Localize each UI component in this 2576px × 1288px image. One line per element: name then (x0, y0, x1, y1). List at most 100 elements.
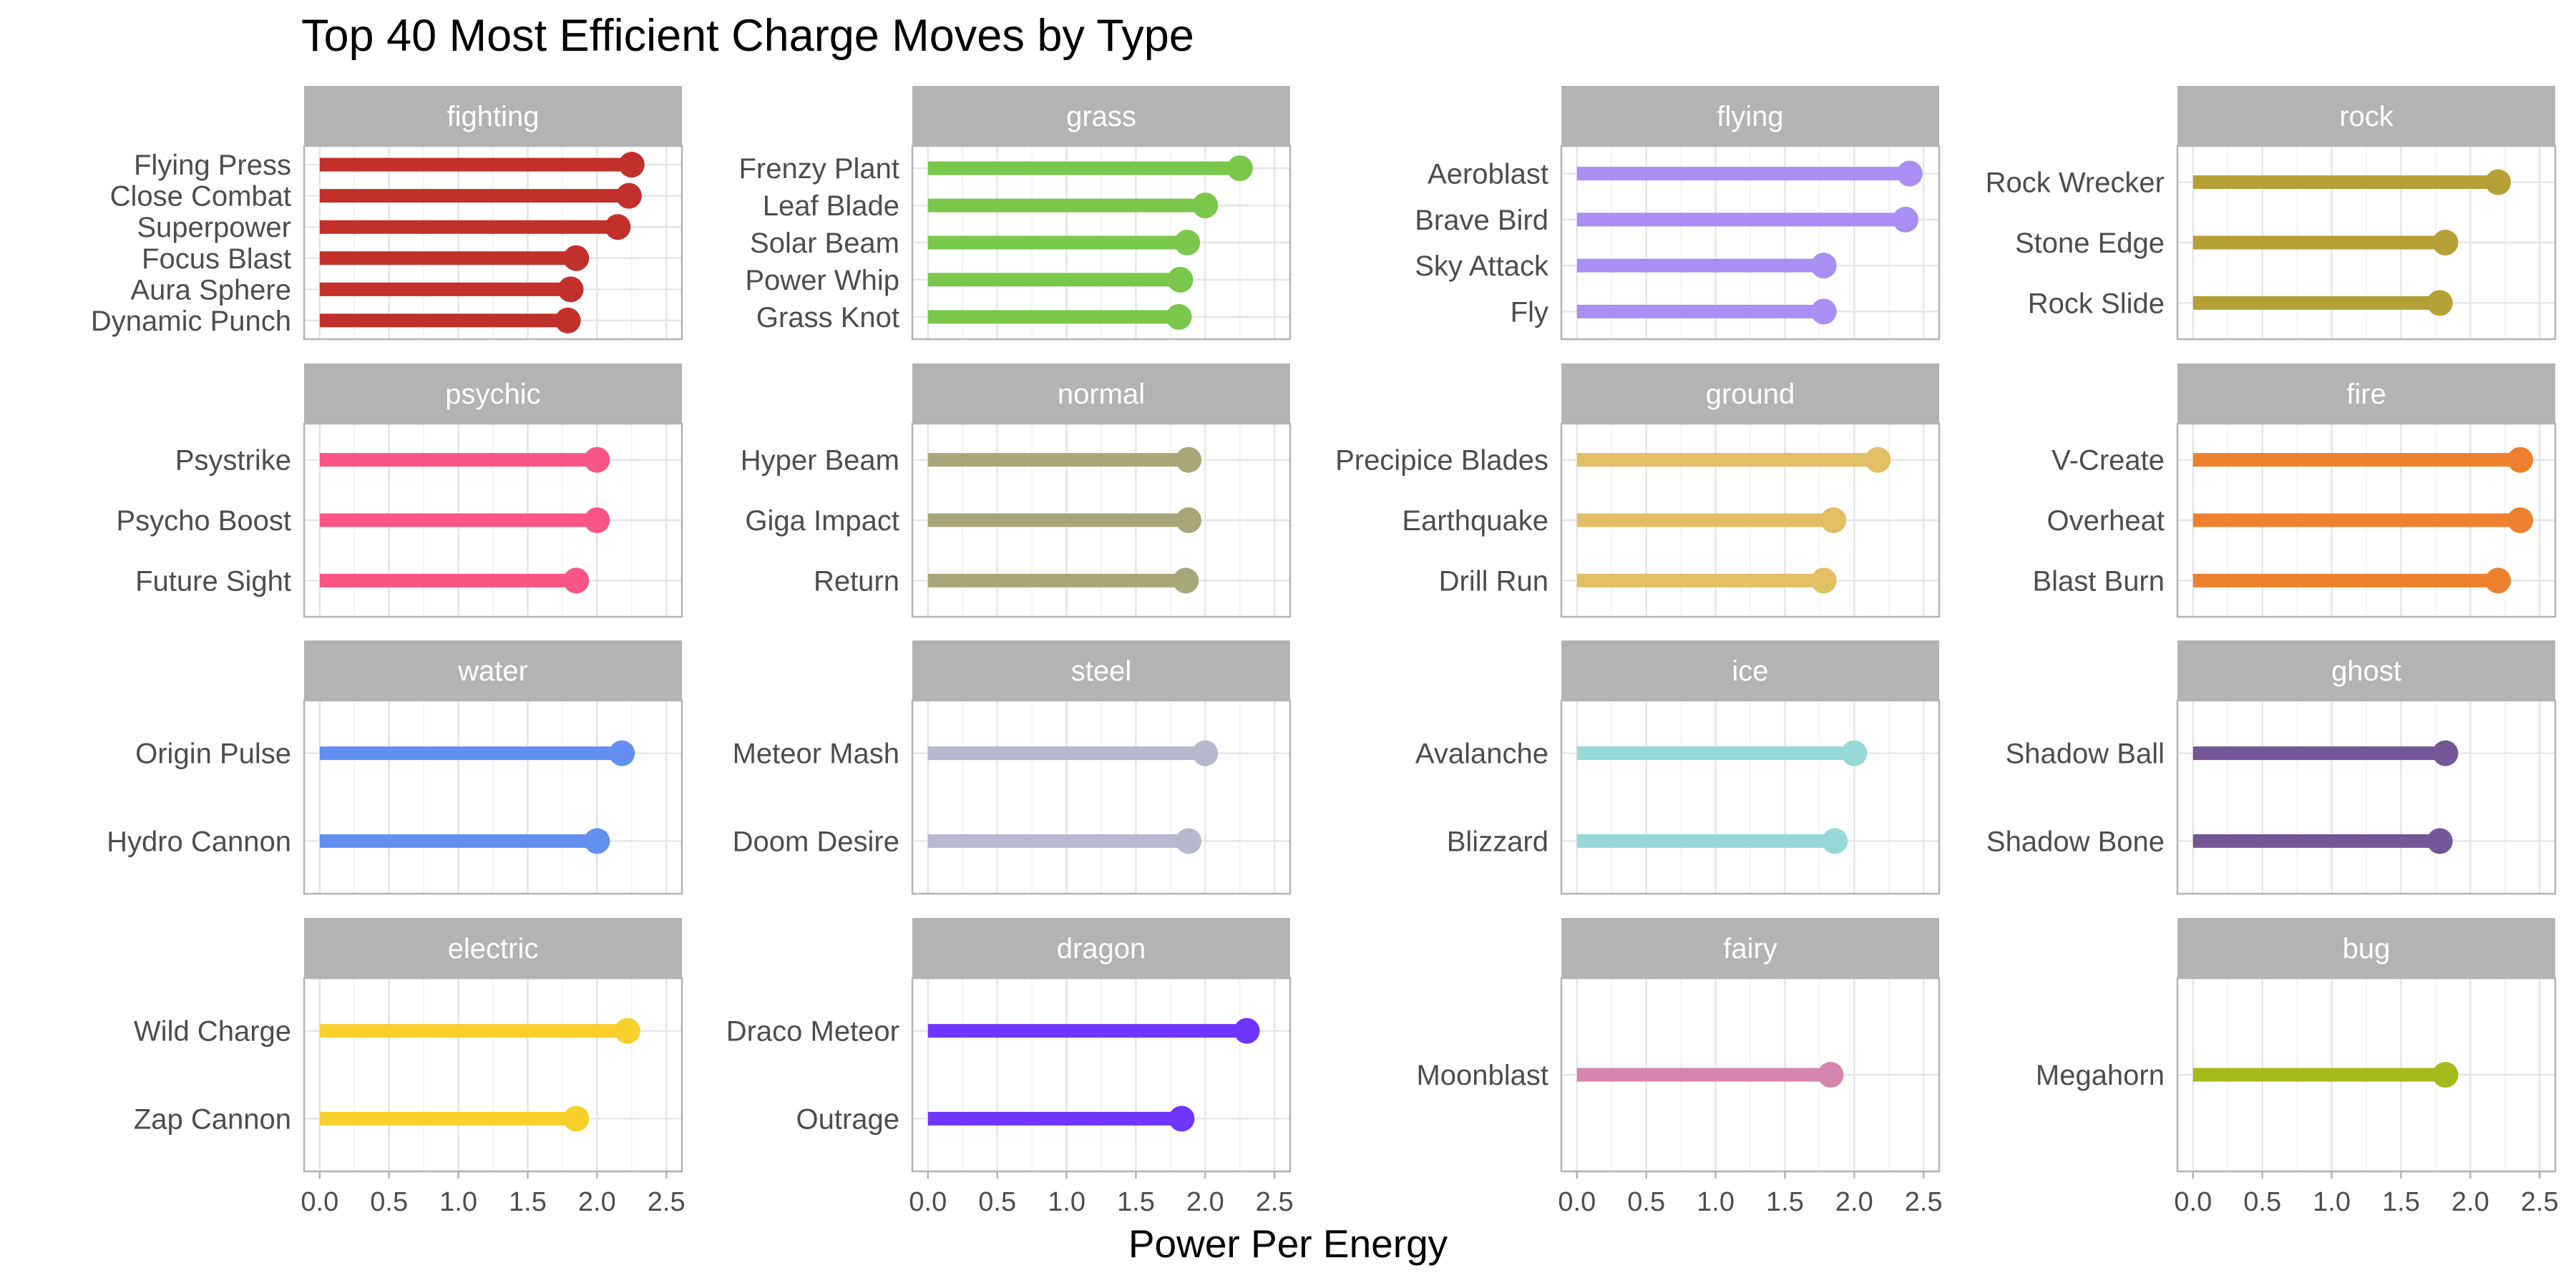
lollipop-point (563, 567, 590, 594)
move-label: Leaf Blade (763, 190, 899, 222)
facet-strip (912, 86, 1290, 146)
facet-strip-label: grass (1066, 101, 1136, 132)
facet-strip (912, 364, 1290, 424)
move-label: Origin Pulse (135, 738, 291, 770)
facet-panel-water: water Origin Pulse Hydro Cannon (107, 640, 683, 895)
move-label: Blizzard (1447, 826, 1548, 857)
move-label: Precipice Blades (1335, 445, 1548, 477)
move-label: Meteor Mash (733, 738, 899, 770)
facet-strip (2177, 918, 2555, 978)
panel-border (2176, 422, 2557, 618)
move-label: V-Create (2051, 445, 2165, 477)
facet-panel-electric: electric Wild Charge Zap Cannon 0.0 0.5 1.0 1.… (134, 918, 686, 1217)
panel-border (1560, 699, 1941, 895)
lollipop-point (1234, 1018, 1260, 1044)
panel-border (2176, 977, 2557, 1173)
lollipop-point (2507, 507, 2534, 533)
move-label: Hyper Beam (741, 445, 899, 477)
facet-strip (1561, 640, 1939, 701)
panel-border (2176, 145, 2557, 341)
move-label: Future Sight (135, 565, 291, 597)
facet-panel-normal: normal Hyper Beam Giga Impact Return (741, 364, 1292, 618)
x-tick-label: 2.5 (648, 1187, 686, 1217)
move-label: Drill Run (1439, 565, 1548, 597)
move-label: Giga Impact (745, 505, 899, 537)
lollipop-point (1865, 447, 1891, 473)
move-label: Shadow Bone (1986, 826, 2165, 857)
x-tick-label: 2.0 (1186, 1187, 1224, 1217)
lollipop-point (1810, 253, 1837, 279)
move-label: Earthquake (1402, 505, 1548, 537)
facet-strip (912, 918, 1290, 978)
lollipop-point (1841, 740, 1868, 766)
facet-strip (1561, 364, 1939, 424)
x-tick-label: 1.5 (2382, 1187, 2420, 1217)
facet-strip-label: fire (2346, 379, 2386, 410)
lollipop-point (555, 307, 581, 333)
move-label: Close Combat (110, 181, 291, 213)
move-label: Flying Press (134, 150, 291, 181)
move-label: Return (814, 565, 899, 597)
lollipop-point (1176, 828, 1202, 854)
lollipop-point (1192, 192, 1219, 219)
facet-strip-label: steel (1071, 655, 1132, 687)
facet-panel-fire: fire V-Create Overheat Blast Burn (2032, 364, 2557, 618)
x-axis-label: Power Per Energy (1128, 1221, 1448, 1266)
panel-border (911, 699, 1292, 895)
x-tick-label: 0.5 (1627, 1187, 1665, 1217)
lollipop-point (2432, 740, 2459, 766)
facet-strip (1561, 86, 1939, 146)
panel-border (303, 977, 683, 1173)
lollipop-point (584, 828, 610, 854)
lollipop-point (615, 182, 642, 209)
move-label: Moonblast (1416, 1060, 1548, 1091)
move-label: Doom Desire (733, 826, 899, 857)
facet-panel-psychic: psychic Psystrike Psycho Boost Future Sight (116, 364, 683, 618)
lollipop-point (2485, 567, 2512, 594)
lollipop-point (1166, 303, 1192, 330)
x-tick-label: 0.0 (2174, 1187, 2212, 1217)
lollipop-point (605, 214, 631, 240)
facet-strip-label: rock (2339, 101, 2394, 132)
facet-panel-rock: rock Rock Wrecker Stone Edge Rock Slide (1986, 86, 2557, 341)
lollipop-point (563, 245, 590, 271)
facet-strip (1561, 918, 1939, 978)
facet-strip-label: ghost (2331, 655, 2401, 687)
lollipop-point (614, 1018, 640, 1044)
x-tick-label: 2.0 (578, 1187, 616, 1217)
lollipop-point (1810, 567, 1837, 594)
facet-strip-label: psychic (445, 379, 540, 410)
facet-strip (304, 364, 682, 424)
facet-strip (2177, 364, 2555, 424)
move-label: Focus Blast (142, 243, 291, 275)
x-tick-label: 1.0 (2313, 1187, 2351, 1217)
facet-strip-label: normal (1058, 379, 1145, 410)
lollipop-point (584, 507, 610, 533)
lollipop-point (1176, 447, 1202, 473)
panel-border (911, 422, 1292, 618)
lollipop-point (1893, 206, 1919, 233)
move-label: Zap Cannon (134, 1103, 291, 1135)
move-label: Brave Bird (1415, 205, 1548, 236)
lollipop-point (584, 447, 610, 473)
facet-panel-dragon: dragon Draco Meteor Outrage 0.0 0.5 1.0 1.5 2.0… (726, 918, 1294, 1217)
x-tick-label: 1.0 (1697, 1187, 1735, 1217)
lollipop-point (2426, 828, 2453, 854)
move-label: Grass Knot (756, 302, 899, 333)
lollipop-point (557, 276, 584, 303)
chart-title: Top 40 Most Efficient Charge Moves by Ty… (301, 11, 1194, 61)
move-label: Wild Charge (134, 1016, 291, 1048)
x-tick-label: 0.5 (370, 1187, 408, 1217)
facet-strip (304, 86, 682, 146)
facet-panel-ground: ground Precipice Blades Earthquake Drill Ru… (1335, 364, 1941, 618)
x-tick-label: 2.5 (1905, 1187, 1943, 1217)
lollipop-point (2507, 447, 2534, 473)
facet-strip (2177, 86, 2555, 146)
facet-panel-steel: steel Meteor Mash Doom Desire (733, 640, 1292, 895)
panel-border (1560, 977, 1941, 1173)
move-label: Sky Attack (1415, 250, 1549, 282)
move-label: Outrage (796, 1103, 899, 1135)
facet-strip-label: fighting (447, 101, 540, 132)
x-tick-label: 1.0 (1048, 1187, 1085, 1217)
facet-strip-label: dragon (1057, 933, 1146, 965)
